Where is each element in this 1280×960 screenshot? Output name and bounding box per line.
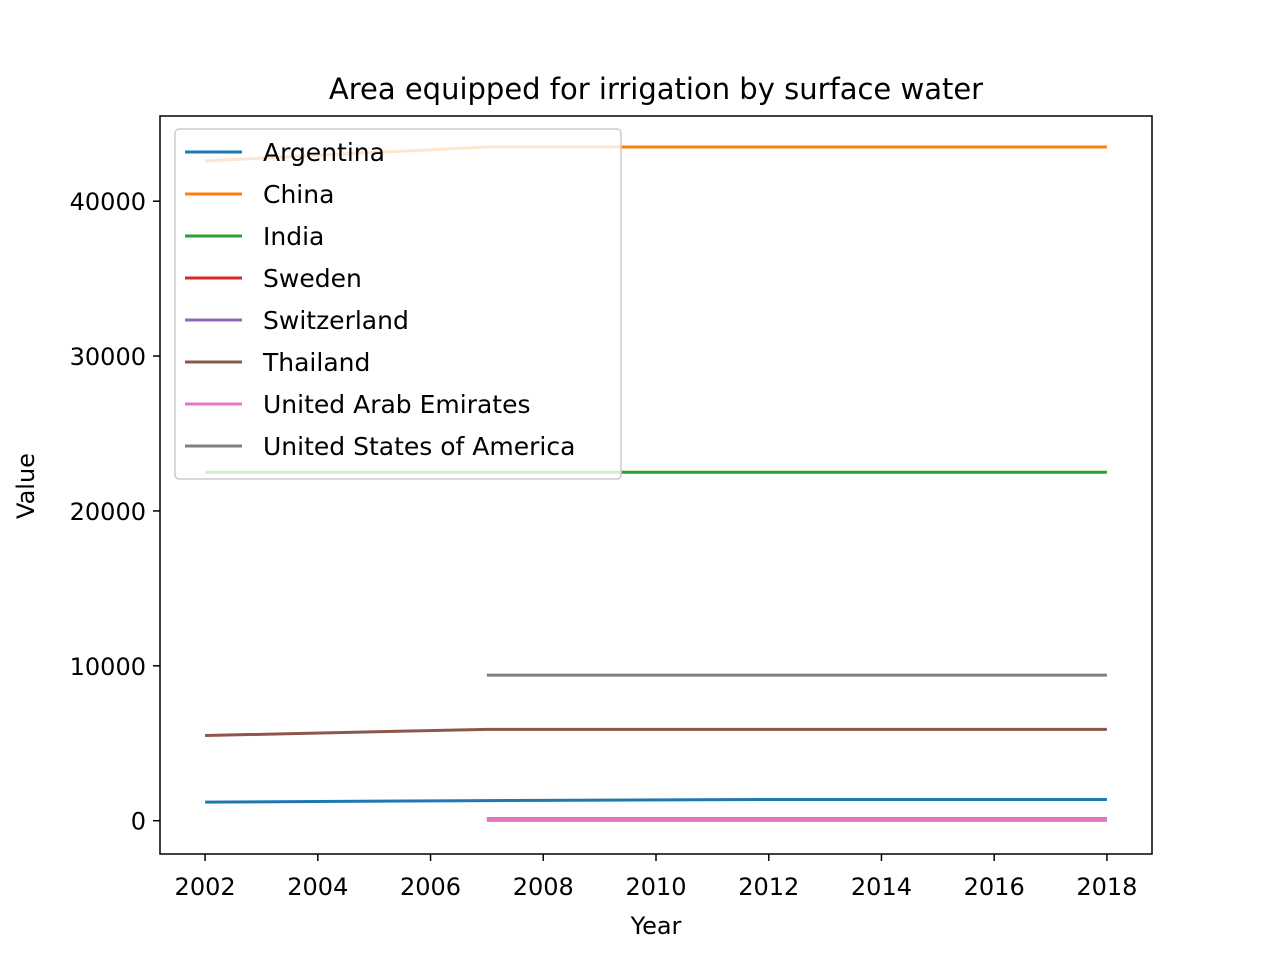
x-axis-title: Year xyxy=(630,912,682,940)
legend: Argentina China India Sweden Switzerland Thai… xyxy=(174,128,622,480)
x-tick-label: 2004 xyxy=(287,873,348,901)
legend-label-argentina: Argentina xyxy=(263,138,385,167)
x-tick-label: 2002 xyxy=(175,873,236,901)
series-line-thailand xyxy=(205,727,1107,738)
x-tick-label: 2018 xyxy=(1076,873,1137,901)
x-tick-label: 2016 xyxy=(964,873,1025,901)
series-line-argentina xyxy=(205,797,1107,804)
y-axis: 0 10000 20000 30000 40000 xyxy=(70,188,160,836)
chart-title: Area equipped for irrigation by surface … xyxy=(329,72,983,106)
legend-box xyxy=(174,128,622,480)
x-axis: 2002 2004 2006 2008 2010 2012 2014 2016 2018 xyxy=(175,854,1137,901)
legend-label-china: China xyxy=(263,180,334,209)
y-tick-label: 20000 xyxy=(70,498,146,526)
legend-label-united-states-of-america: United States of America xyxy=(263,432,575,461)
legend-label-united-arab-emirates: United Arab Emirates xyxy=(263,390,531,419)
x-tick-label: 2006 xyxy=(400,873,461,901)
legend-label-switzerland: Switzerland xyxy=(263,306,409,335)
y-tick-label: 0 xyxy=(131,808,146,836)
x-tick-label: 2008 xyxy=(513,873,574,901)
x-tick-label: 2010 xyxy=(625,873,686,901)
y-tick-label: 10000 xyxy=(70,653,146,681)
y-tick-label: 40000 xyxy=(70,188,146,216)
y-axis-title: Value xyxy=(12,453,40,519)
legend-label-india: India xyxy=(263,222,324,251)
y-tick-label: 30000 xyxy=(70,343,146,371)
x-tick-label: 2012 xyxy=(738,873,799,901)
legend-label-sweden: Sweden xyxy=(263,264,362,293)
x-tick-label: 2014 xyxy=(851,873,912,901)
legend-label-thailand: Thailand xyxy=(262,348,370,377)
